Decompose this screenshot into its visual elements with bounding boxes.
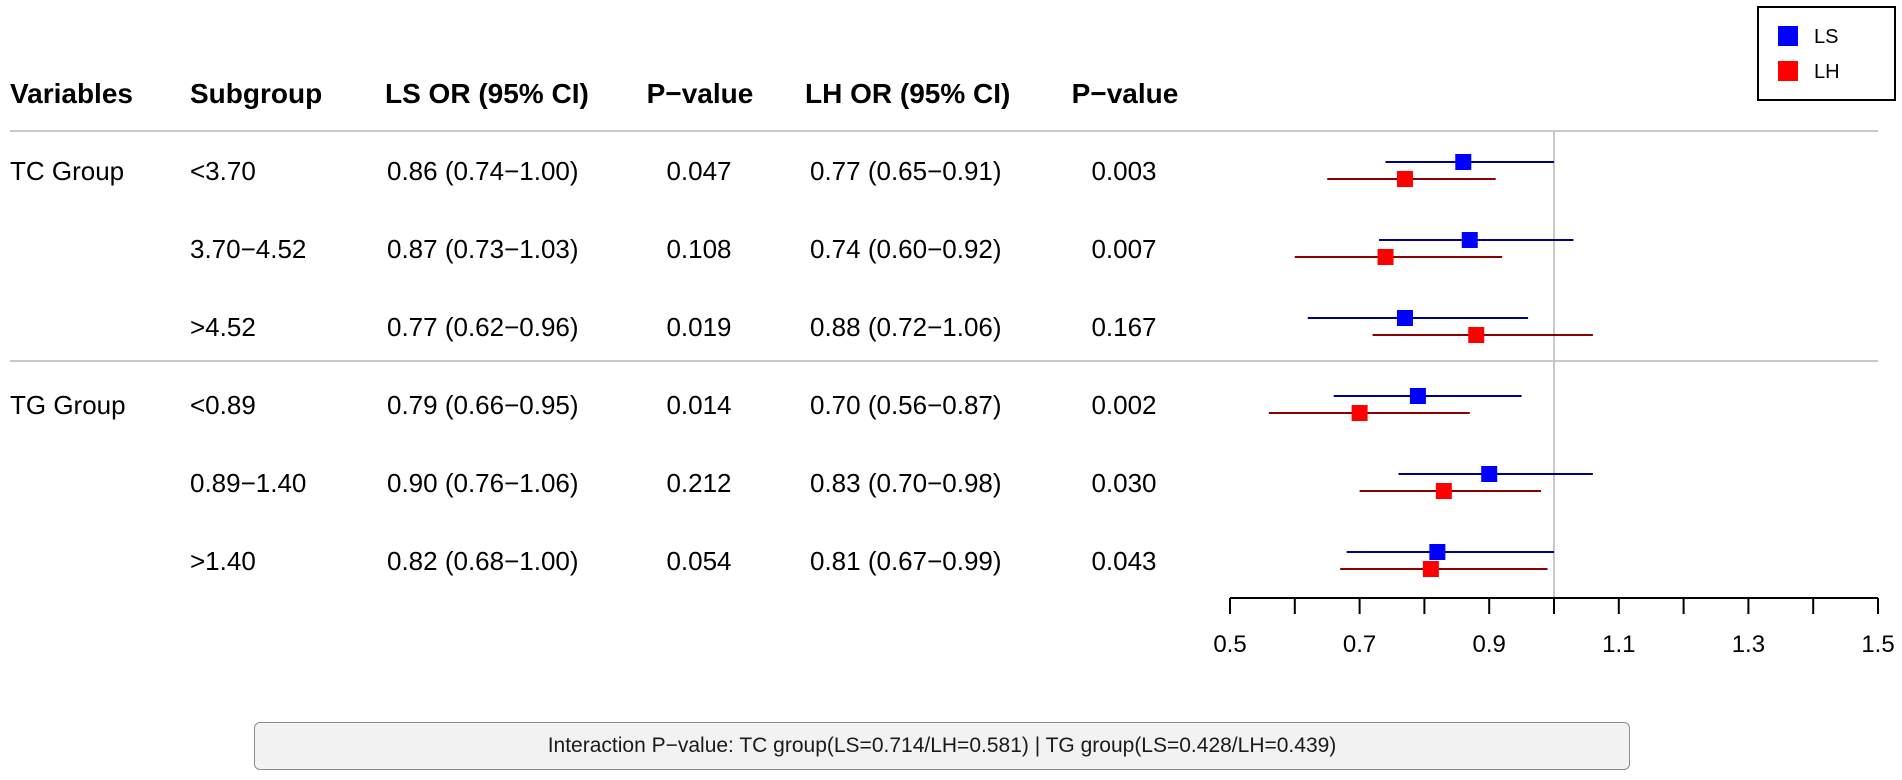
ls-or-ci: 0.87 (0.73−1.03) [387, 234, 579, 264]
subgroup-label: <3.70 [190, 156, 256, 186]
group-label: TG Group [10, 390, 126, 420]
ls-or-ci: 0.77 (0.62−0.96) [387, 312, 579, 342]
legend-label-lh: LH [1814, 61, 1840, 83]
x-tick-label: 1.5 [1861, 631, 1894, 658]
lh-or-ci: 0.70 (0.56−0.87) [810, 390, 1002, 420]
point-estimate-ls [1396, 310, 1413, 326]
x-tick-label: 0.7 [1343, 631, 1376, 658]
subgroup-label: <0.89 [190, 390, 256, 420]
group-label: TC Group [10, 156, 124, 186]
x-tick-label: 0.5 [1213, 631, 1246, 658]
point-estimate-ls [1481, 466, 1498, 482]
lh-or-ci: 0.88 (0.72−1.06) [810, 312, 1002, 342]
ls-or-ci: 0.90 (0.76−1.06) [387, 468, 579, 498]
subgroup-label: >4.52 [190, 312, 256, 342]
column-header-3: LS OR (95% CI) [385, 78, 589, 109]
column-header-5: LH OR (95% CI) [805, 78, 1010, 109]
interaction-p-value-note: Interaction P−value: TC group(LS=0.714/L… [254, 722, 1630, 770]
legend-swatch-ls [1778, 26, 1798, 46]
legend-box [1757, 6, 1896, 101]
lh-p-value: 0.002 [1091, 390, 1156, 420]
point-estimate-lh [1435, 483, 1452, 499]
lh-p-value: 0.030 [1091, 468, 1156, 498]
ls-p-value: 0.212 [666, 468, 731, 498]
ls-p-value: 0.054 [666, 546, 731, 576]
lh-p-value: 0.043 [1091, 546, 1156, 576]
subgroup-label: 0.89−1.40 [190, 468, 306, 498]
lh-p-value: 0.007 [1091, 234, 1156, 264]
ls-p-value: 0.047 [666, 156, 731, 186]
x-tick-label: 0.9 [1473, 631, 1506, 658]
column-header-2: Subgroup [190, 78, 322, 109]
ls-or-ci: 0.79 (0.66−0.95) [387, 390, 579, 420]
lh-or-ci: 0.77 (0.65−0.91) [810, 156, 1002, 186]
x-tick-label: 1.3 [1732, 631, 1765, 658]
column-header-4: P−value [647, 78, 754, 109]
point-estimate-lh [1468, 327, 1485, 343]
point-estimate-lh [1396, 171, 1413, 187]
ls-or-ci: 0.82 (0.68−1.00) [387, 546, 579, 576]
point-estimate-lh [1351, 405, 1368, 421]
legend-label-ls: LS [1814, 26, 1838, 48]
forest-plot: Variables Subgroup LS OR (95% CI) P−value LH… [10, 6, 1896, 658]
column-header-6: P−value [1072, 78, 1179, 109]
ls-p-value: 0.019 [666, 312, 731, 342]
point-estimate-ls [1409, 388, 1426, 404]
point-estimate-lh [1377, 249, 1394, 265]
x-tick-label: 1.1 [1602, 631, 1635, 658]
ls-or-ci: 0.86 (0.74−1.00) [387, 156, 579, 186]
legend-swatch-lh [1778, 61, 1798, 81]
point-estimate-ls [1429, 544, 1446, 560]
ls-p-value: 0.014 [666, 390, 731, 420]
ls-p-value: 0.108 [666, 234, 731, 264]
point-estimate-ls [1455, 154, 1472, 170]
lh-or-ci: 0.83 (0.70−0.98) [810, 468, 1002, 498]
point-estimate-lh [1422, 561, 1439, 577]
column-header-1: Variables [10, 78, 133, 109]
lh-or-ci: 0.81 (0.67−0.99) [810, 546, 1002, 576]
lh-p-value: 0.167 [1091, 312, 1156, 342]
lh-p-value: 0.003 [1091, 156, 1156, 186]
subgroup-label: 3.70−4.52 [190, 234, 306, 264]
lh-or-ci: 0.74 (0.60−0.92) [810, 234, 1002, 264]
subgroup-label: >1.40 [190, 546, 256, 576]
point-estimate-ls [1461, 232, 1478, 248]
